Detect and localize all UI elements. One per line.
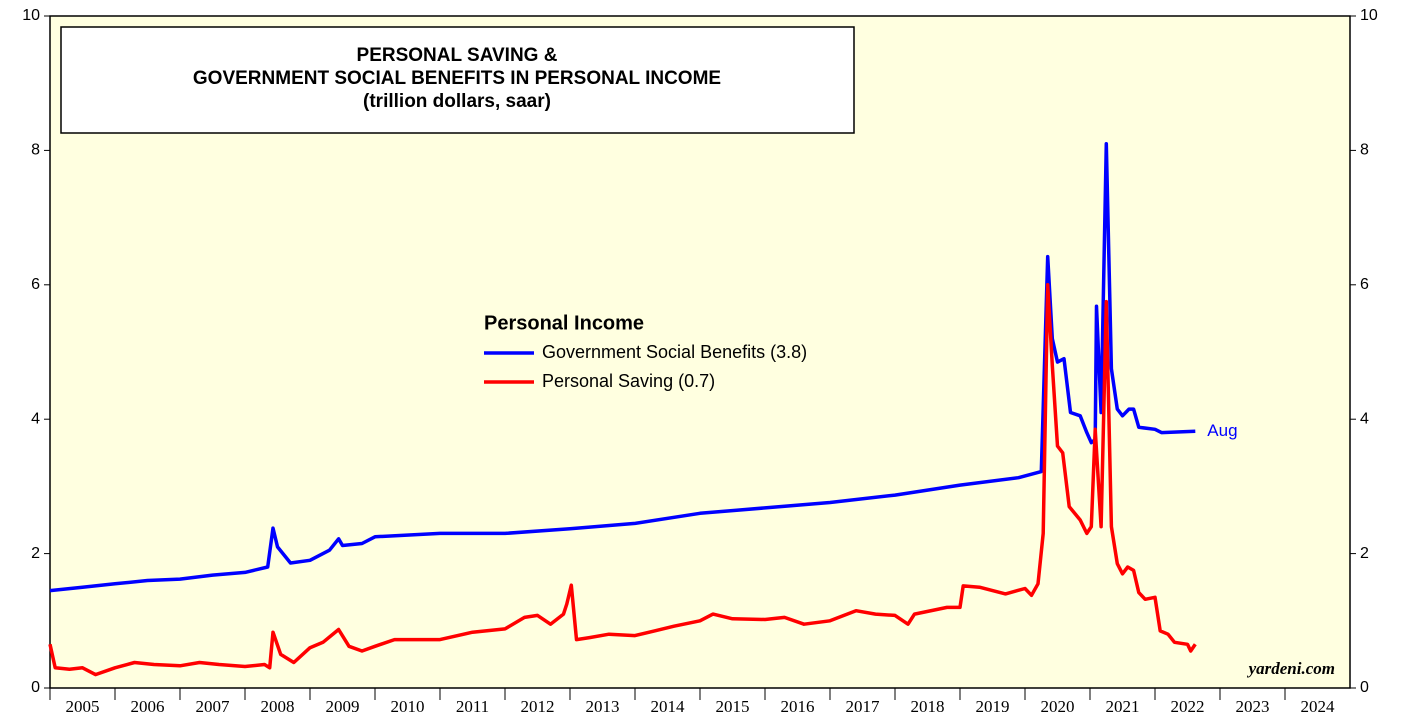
x-tick-label: 2016	[781, 697, 815, 716]
y-tick-label: 4	[31, 410, 40, 427]
chart-title: GOVERNMENT SOCIAL BENEFITS IN PERSONAL I…	[193, 68, 721, 89]
y-tick-label: 6	[31, 276, 40, 293]
y2-tick-label: 10	[1360, 7, 1378, 24]
y-tick-label: 2	[31, 545, 40, 562]
y2-tick-label: 8	[1360, 142, 1369, 159]
x-tick-label: 2008	[261, 697, 295, 716]
y-tick-label: 8	[31, 142, 40, 159]
y2-tick-label: 0	[1360, 679, 1369, 696]
series-line	[48, 283, 1197, 677]
x-tick-label: 2007	[196, 697, 231, 716]
x-tick-label: 2011	[456, 697, 489, 716]
x-tick-label: 2010	[391, 697, 425, 716]
title-box	[60, 26, 855, 134]
x-tick-label: 2024	[1301, 697, 1336, 716]
x-tick-label: 2005	[66, 697, 100, 716]
chart-title: PERSONAL SAVING &	[357, 45, 558, 66]
legend-label: Government Social Benefits (3.8)	[542, 342, 807, 362]
y-tick-label: 10	[22, 7, 40, 24]
x-tick-label: 2021	[1106, 697, 1140, 716]
x-tick-label: 2012	[521, 697, 555, 716]
x-tick-label: 2023	[1236, 697, 1270, 716]
y2-tick-label: 6	[1360, 276, 1369, 293]
x-tick-label: 2017	[846, 697, 881, 716]
x-tick-label: 2013	[586, 697, 620, 716]
y-tick-label: 0	[31, 679, 40, 696]
x-tick-label: 2019	[976, 697, 1010, 716]
x-tick-label: 2009	[326, 697, 360, 716]
legend-title: Personal Income	[484, 312, 644, 334]
x-tick-label: 2022	[1171, 697, 1205, 716]
x-tick-label: 2018	[911, 697, 945, 716]
end-label: Aug	[1207, 421, 1237, 440]
series-line	[49, 141, 1196, 593]
x-tick-label: 2015	[716, 697, 750, 716]
source: yardeni.com	[1247, 659, 1335, 678]
chart-subtitle: (trillion dollars, saar)	[363, 91, 551, 112]
x-tick-label: 2014	[651, 697, 686, 716]
x-tick-label: 2020	[1041, 697, 1075, 716]
y2-tick-label: 2	[1360, 545, 1369, 562]
y2-tick-label: 4	[1360, 410, 1369, 427]
x-tick-label: 2006	[131, 697, 165, 716]
legend-label: Personal Saving (0.7)	[542, 371, 715, 391]
